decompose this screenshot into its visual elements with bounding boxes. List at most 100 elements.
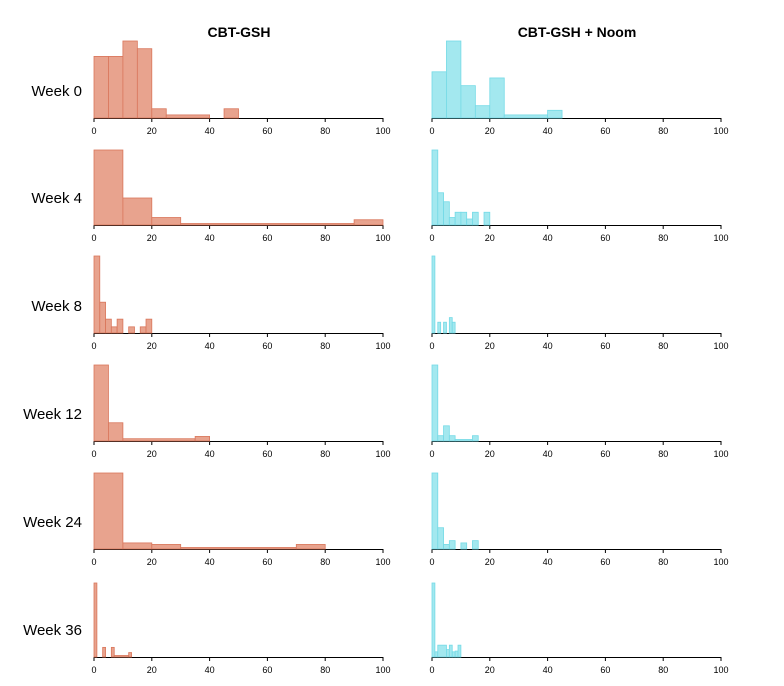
x-tick-label: 60 — [600, 341, 610, 351]
x-tick-label: 100 — [713, 126, 728, 136]
histogram-bar — [295, 544, 326, 550]
x-tick-label: 80 — [320, 449, 330, 459]
x-tick-label: 0 — [429, 665, 434, 675]
histogram-bar — [223, 108, 239, 119]
histogram-bar — [99, 301, 106, 334]
histogram-bar — [448, 435, 456, 442]
x-tick-label: 100 — [375, 233, 390, 243]
x-tick-label: 60 — [262, 233, 272, 243]
x-tick-label: 20 — [485, 233, 495, 243]
x-tick-label: 40 — [205, 126, 215, 136]
histogram-bar — [437, 321, 442, 334]
x-tick-label: 0 — [91, 233, 96, 243]
histogram-bar — [93, 149, 124, 226]
histogram-bar — [431, 255, 436, 334]
histogram-bar — [353, 219, 384, 226]
histogram-bar — [93, 364, 109, 442]
histogram-bar — [437, 192, 444, 226]
histogram-bar — [460, 542, 468, 550]
histogram-bar — [93, 472, 124, 550]
histogram-bar — [431, 149, 439, 226]
histogram-bar — [180, 223, 355, 226]
histogram-bar — [116, 318, 124, 334]
histogram-bar — [443, 544, 450, 550]
x-tick-label: 0 — [91, 665, 96, 675]
histogram-bar — [110, 646, 115, 658]
x-tick-label: 80 — [658, 665, 668, 675]
histogram-bar — [122, 197, 153, 226]
histogram-bar — [443, 321, 447, 334]
x-tick-label: 60 — [600, 665, 610, 675]
x-tick-label: 80 — [320, 341, 330, 351]
histogram-bar — [483, 211, 491, 226]
x-tick-label: 40 — [543, 233, 553, 243]
histogram-bar — [431, 71, 447, 119]
x-tick-label: 20 — [485, 557, 495, 567]
x-tick-label: 80 — [658, 557, 668, 567]
histogram-bar — [105, 318, 112, 334]
histogram-bar — [448, 540, 456, 550]
x-tick-label: 0 — [429, 449, 434, 459]
x-tick-label: 80 — [320, 557, 330, 567]
x-tick-label: 20 — [485, 665, 495, 675]
x-tick-label: 40 — [205, 665, 215, 675]
histogram-bar — [547, 109, 563, 119]
x-tick-label: 40 — [543, 341, 553, 351]
histogram-bar — [437, 435, 444, 442]
histogram-bar — [145, 318, 153, 334]
histogram-bar — [139, 326, 147, 334]
histogram-bar — [108, 56, 124, 119]
x-tick-label: 100 — [713, 557, 728, 567]
x-tick-label: 100 — [375, 449, 390, 459]
row-label-week-4: Week 4 — [31, 190, 82, 207]
histogram-bar — [437, 644, 447, 658]
x-tick-label: 0 — [429, 126, 434, 136]
x-tick-label: 80 — [320, 233, 330, 243]
histogram-bar — [93, 582, 98, 658]
x-tick-label: 20 — [485, 341, 495, 351]
histogram-bar — [431, 582, 436, 658]
x-tick-label: 100 — [713, 233, 728, 243]
histogram-bar — [448, 317, 453, 334]
x-tick-label: 100 — [375, 341, 390, 351]
x-tick-label: 80 — [658, 126, 668, 136]
x-tick-label: 80 — [658, 449, 668, 459]
histogram-bar — [93, 255, 101, 334]
x-tick-label: 60 — [600, 126, 610, 136]
x-tick-label: 40 — [543, 665, 553, 675]
histogram-bar — [431, 364, 439, 442]
x-tick-label: 40 — [543, 557, 553, 567]
histogram-bar — [472, 211, 479, 226]
row-label-week-24: Week 24 — [23, 514, 82, 531]
histogram-bar — [454, 650, 459, 658]
histogram-bar — [454, 439, 473, 442]
x-tick-label: 40 — [205, 449, 215, 459]
x-tick-label: 40 — [543, 126, 553, 136]
histogram-bar — [451, 651, 456, 658]
x-tick-label: 80 — [320, 126, 330, 136]
x-tick-label: 0 — [429, 557, 434, 567]
x-tick-label: 60 — [262, 665, 272, 675]
histogram-bar — [474, 105, 491, 119]
histogram-bar — [446, 649, 450, 658]
histogram-bar — [108, 422, 124, 442]
histogram-bar — [136, 48, 153, 119]
histogram-bar — [151, 108, 167, 119]
x-tick-label: 100 — [375, 665, 390, 675]
histogram-bar — [165, 114, 210, 119]
row-label-week-8: Week 8 — [31, 298, 82, 315]
column-title-cbt-gsh: CBT-GSH — [208, 24, 271, 40]
histogram-bar — [122, 40, 138, 119]
x-tick-label: 0 — [429, 233, 434, 243]
x-tick-label: 40 — [205, 557, 215, 567]
x-tick-label: 100 — [713, 665, 728, 675]
x-tick-label: 60 — [600, 449, 610, 459]
x-tick-label: 0 — [91, 449, 96, 459]
x-tick-label: 60 — [600, 557, 610, 567]
x-tick-label: 40 — [205, 233, 215, 243]
x-tick-label: 20 — [147, 126, 157, 136]
histogram-bar — [122, 542, 153, 550]
histogram-bar — [110, 326, 118, 334]
histogram-bar — [460, 85, 476, 119]
